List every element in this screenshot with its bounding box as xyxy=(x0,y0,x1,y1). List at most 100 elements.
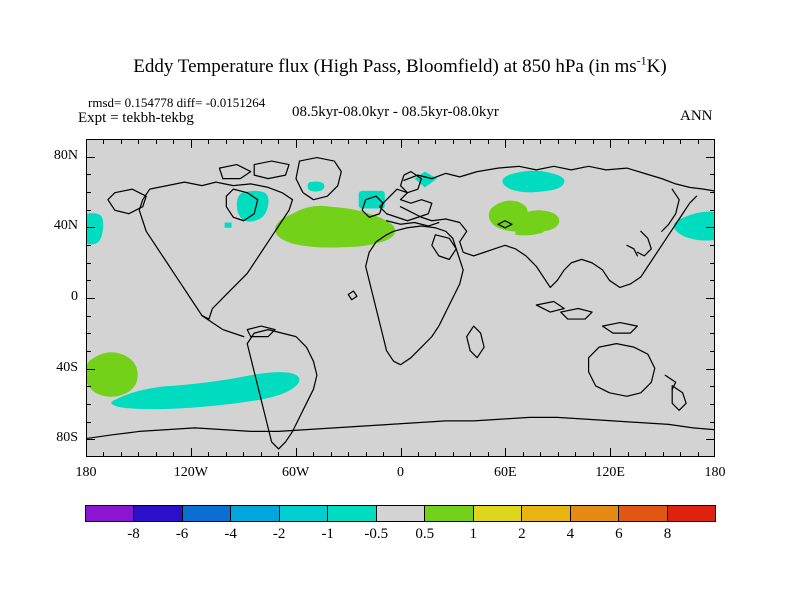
x-tick-top--120 xyxy=(191,139,192,148)
coastlines xyxy=(87,156,714,450)
x-tick-bottom-0 xyxy=(401,448,402,457)
colorbar-label-6: 6 xyxy=(615,526,623,542)
x-tick-bottom-130 xyxy=(628,452,629,457)
x-tick-bottom-150 xyxy=(663,452,664,457)
colorbar-cell-2[interactable] xyxy=(182,506,232,521)
colorbar-cell-5[interactable] xyxy=(328,506,377,521)
y-tick-right--80 xyxy=(706,439,715,440)
colorbar-label-4: 4 xyxy=(566,526,575,542)
x-axis-label-120E: 120E xyxy=(595,465,625,480)
colorbar-label--6: -6 xyxy=(175,526,189,542)
y-tick-left--50 xyxy=(86,386,91,387)
x-axis-label-180: 180 xyxy=(75,465,97,480)
x-tick-top--60 xyxy=(296,139,297,148)
y-tick-left-20 xyxy=(86,263,91,264)
colorbar-cell-4[interactable] xyxy=(279,506,329,521)
x-tick-bottom--140 xyxy=(156,452,157,457)
x-tick-top-20 xyxy=(435,139,436,144)
figure-title-suffix: K) xyxy=(646,56,667,77)
x-tick-top--130 xyxy=(173,139,174,144)
x-tick-bottom--130 xyxy=(173,452,174,457)
colorbar-label--2: -2 xyxy=(272,526,286,542)
colorbar-cell-11[interactable] xyxy=(619,506,668,521)
x-tick-top--160 xyxy=(121,139,122,144)
region-canada-speck-anomaly xyxy=(224,222,232,228)
x-tick-bottom--170 xyxy=(103,452,104,457)
x-axis-label-60E: 60E xyxy=(494,465,517,480)
x-tick-top--30 xyxy=(348,139,349,144)
region-alaska-coast-anomaly xyxy=(87,213,104,245)
x-tick-top-120 xyxy=(610,139,611,148)
colorbar-cell-7[interactable] xyxy=(425,506,474,521)
colorbar-label--1: -1 xyxy=(321,526,334,542)
region-norwegian-sea-anomaly xyxy=(414,171,438,188)
figure-title: Eddy Temperature flux (High Pass, Bloomf… xyxy=(0,55,800,78)
colorbar-cell-1[interactable] xyxy=(134,506,183,521)
x-tick-top-30 xyxy=(453,139,454,144)
y-tick-left-30 xyxy=(86,245,91,246)
x-tick-top-170 xyxy=(698,139,699,144)
y-tick-right-0 xyxy=(706,298,715,299)
x-tick-top--170 xyxy=(103,139,104,144)
x-tick-bottom-100 xyxy=(575,452,576,457)
x-tick-top-130 xyxy=(628,139,629,144)
region-siberia-anomaly xyxy=(502,170,565,193)
y-tick-right-70 xyxy=(710,174,715,175)
y-tick-left-50 xyxy=(86,210,91,211)
colorbar[interactable] xyxy=(85,505,716,522)
x-tick-bottom--30 xyxy=(348,452,349,457)
colorbar-cell-12[interactable] xyxy=(667,506,716,521)
map-plot-area xyxy=(86,139,715,457)
x-tick-bottom-70 xyxy=(523,452,524,457)
x-axis-label-180: 180 xyxy=(704,465,726,480)
x-tick-bottom-40 xyxy=(470,452,471,457)
colorbar-label-2: 2 xyxy=(518,526,526,542)
y-tick-right--30 xyxy=(710,351,715,352)
y-tick-left--10 xyxy=(86,316,91,317)
colorbar-cell-6[interactable] xyxy=(376,506,426,521)
x-tick-top-160 xyxy=(680,139,681,144)
y-tick-left-40 xyxy=(86,227,95,228)
x-tick-bottom-60 xyxy=(505,448,506,457)
y-axis-label-0: 0 xyxy=(71,289,78,304)
experiment-label: Expt = tekbh-tekbg xyxy=(78,110,194,126)
y-tick-left-80 xyxy=(86,157,95,158)
y-tick-left--40 xyxy=(86,369,95,370)
x-tick-top--10 xyxy=(383,139,384,144)
x-tick-top-100 xyxy=(575,139,576,144)
y-tick-right--70 xyxy=(710,422,715,423)
season-label: ANN xyxy=(680,108,713,124)
y-tick-right-10 xyxy=(710,280,715,281)
y-tick-left--80 xyxy=(86,439,95,440)
x-tick-top-10 xyxy=(418,139,419,144)
y-tick-right--40 xyxy=(706,369,715,370)
x-tick-bottom--120 xyxy=(191,448,192,457)
y-tick-left--20 xyxy=(86,333,91,334)
x-tick-top--80 xyxy=(261,139,262,144)
x-tick-top-70 xyxy=(523,139,524,144)
x-tick-bottom-160 xyxy=(680,452,681,457)
x-tick-top--70 xyxy=(278,139,279,144)
colorbar-cell-0[interactable] xyxy=(86,506,135,521)
world-map-svg xyxy=(87,156,714,450)
y-tick-left-70 xyxy=(86,174,91,175)
colorbar-cell-3[interactable] xyxy=(231,506,280,521)
y-tick-right-80 xyxy=(706,157,715,158)
y-tick-right-40 xyxy=(706,227,715,228)
x-tick-top-50 xyxy=(488,139,489,144)
colorbar-label-1: 1 xyxy=(469,526,478,542)
x-tick-bottom--80 xyxy=(261,452,262,457)
shaded-anomaly-regions xyxy=(87,170,714,410)
colorbar-cell-9[interactable] xyxy=(522,506,571,521)
x-tick-top--90 xyxy=(243,139,244,144)
x-tick-bottom--150 xyxy=(138,452,139,457)
y-tick-right-30 xyxy=(710,245,715,246)
y-axis-label-80S: 80S xyxy=(56,430,78,446)
x-tick-bottom--100 xyxy=(226,452,227,457)
x-tick-bottom-20 xyxy=(435,452,436,457)
colorbar-cell-10[interactable] xyxy=(570,506,620,521)
x-tick-bottom--70 xyxy=(278,452,279,457)
colorbar-label--4: -4 xyxy=(224,526,237,542)
y-axis-label-40N: 40N xyxy=(53,218,78,234)
colorbar-cell-8[interactable] xyxy=(473,506,523,521)
